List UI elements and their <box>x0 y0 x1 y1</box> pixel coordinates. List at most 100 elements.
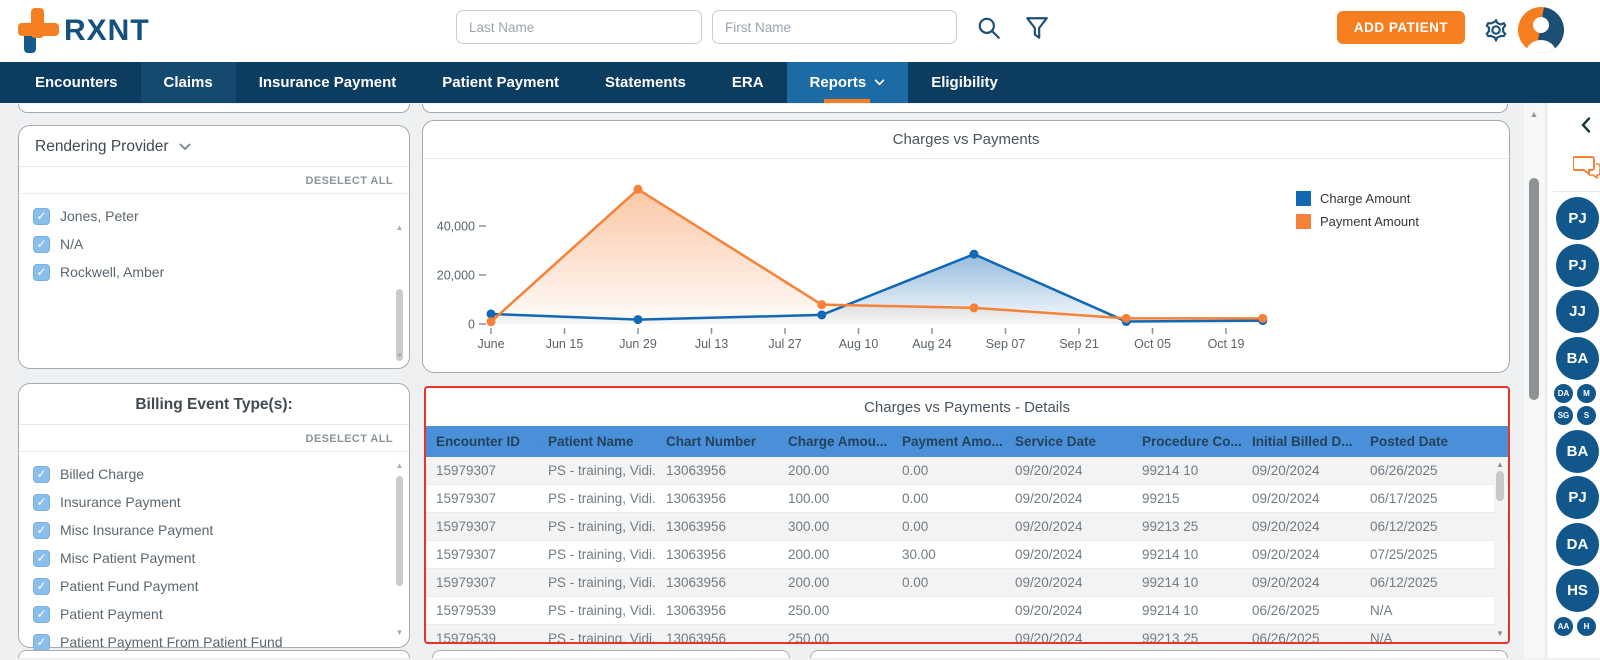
scroll-down-icon[interactable]: ▼ <box>395 352 404 360</box>
data-point-payment-amount[interactable] <box>817 300 826 309</box>
scrollbar-thumb[interactable] <box>1496 471 1504 501</box>
checkbox-checked-icon[interactable]: ✓ <box>33 494 50 511</box>
column-header-initial-billed-d[interactable]: Initial Billed D... <box>1242 434 1360 449</box>
table-cell: 200.00 <box>778 547 892 562</box>
add-patient-button[interactable]: ADD PATIENT <box>1337 11 1465 44</box>
scroll-up-icon[interactable]: ▲ <box>395 462 404 470</box>
legend-label: Payment Amount <box>1320 214 1419 229</box>
data-point-payment-amount[interactable] <box>1258 314 1267 323</box>
table-row[interactable]: 15979307PS - training, Vidi...1306395620… <box>426 541 1508 569</box>
user-avatar[interactable] <box>1518 7 1564 53</box>
first-name-input[interactable] <box>712 10 957 44</box>
data-point-payment-amount[interactable] <box>634 185 643 194</box>
scroll-up-icon[interactable]: ▲ <box>1524 109 1544 119</box>
checkbox-checked-icon[interactable]: ✓ <box>33 264 50 281</box>
nav-tab-era[interactable]: ERA <box>709 62 787 103</box>
data-point-charge-amount[interactable] <box>634 315 643 324</box>
collapse-rail-chevron-left-icon[interactable] <box>1581 117 1591 133</box>
data-point-payment-amount[interactable] <box>487 317 496 326</box>
group-avatar-cluster[interactable]: AAH <box>1553 616 1600 660</box>
billing-event-option-insurance-payment[interactable]: ✓Insurance Payment <box>33 488 405 516</box>
checkbox-checked-icon[interactable]: ✓ <box>33 208 50 225</box>
legend-item-payment-amount[interactable]: Payment Amount <box>1296 214 1419 229</box>
search-icon[interactable] <box>976 15 1002 41</box>
column-header-patient-name[interactable]: Patient Name <box>538 434 656 449</box>
checkbox-checked-icon[interactable]: ✓ <box>33 578 50 595</box>
group-avatar-cluster[interactable]: DAMSGS <box>1553 383 1600 427</box>
contact-avatar-small-m[interactable]: M <box>1576 383 1597 404</box>
settings-gear-icon[interactable] <box>1482 16 1510 44</box>
contact-avatar-jj[interactable]: JJ <box>1556 290 1599 333</box>
page-scrollbar-thumb[interactable] <box>1529 178 1539 400</box>
data-point-payment-amount[interactable] <box>970 303 979 312</box>
contact-avatar-hs[interactable]: HS <box>1556 569 1599 612</box>
billing-event-option-misc-insurance-payment[interactable]: ✓Misc Insurance Payment <box>33 516 405 544</box>
scroll-up-icon[interactable]: ▲ <box>395 224 404 232</box>
checkbox-checked-icon[interactable]: ✓ <box>33 236 50 253</box>
rxnt-logo[interactable]: RXNT <box>16 8 150 54</box>
contact-avatar-ba[interactable]: BA <box>1556 337 1599 380</box>
nav-tab-statements[interactable]: Statements <box>582 62 709 103</box>
column-header-encounter-id[interactable]: Encounter ID▲ <box>426 434 538 449</box>
table-cell: 09/20/2024 <box>1005 491 1132 506</box>
contact-avatar-pj[interactable]: PJ <box>1556 476 1599 519</box>
filter-icon[interactable] <box>1024 15 1050 41</box>
nav-tab-claims[interactable]: Claims <box>141 62 236 103</box>
checkbox-checked-icon[interactable]: ✓ <box>33 522 50 539</box>
checkbox-checked-icon[interactable]: ✓ <box>33 634 50 651</box>
rendering-provider-header[interactable]: Rendering Provider <box>19 126 409 167</box>
contact-avatar-small-sg[interactable]: SG <box>1553 405 1574 426</box>
data-point-charge-amount[interactable] <box>970 250 979 259</box>
contact-avatar-small-s[interactable]: S <box>1576 405 1597 426</box>
provider-option-jones-peter[interactable]: ✓Jones, Peter <box>33 202 405 230</box>
legend-item-charge-amount[interactable]: Charge Amount <box>1296 191 1419 206</box>
table-cell: 13063956 <box>656 575 778 590</box>
nav-tab-insurance-payment[interactable]: Insurance Payment <box>236 62 420 103</box>
nav-tab-reports[interactable]: Reports <box>787 62 909 103</box>
table-row[interactable]: 15979539PS - training, Vidi...1306395625… <box>426 597 1508 625</box>
contact-avatar-small-aa[interactable]: AA <box>1553 616 1574 637</box>
nav-tab-encounters[interactable]: Encounters <box>12 62 141 103</box>
checkbox-label: Patient Fund Payment <box>60 578 199 594</box>
contact-avatar-small-da[interactable]: DA <box>1553 383 1574 404</box>
column-header-procedure-co[interactable]: Procedure Co... <box>1132 434 1242 449</box>
nav-tab-eligibility[interactable]: Eligibility <box>908 62 1021 103</box>
nav-tab-patient-payment[interactable]: Patient Payment <box>419 62 582 103</box>
column-header-service-date[interactable]: Service Date <box>1005 434 1132 449</box>
deselect-all-billing-events[interactable]: DESELECT ALL <box>305 433 393 445</box>
table-row[interactable]: 15979539PS - training, Vidi...1306395625… <box>426 625 1508 644</box>
data-point-charge-amount[interactable] <box>817 310 826 319</box>
checkbox-checked-icon[interactable]: ✓ <box>33 550 50 567</box>
column-header-posted-date[interactable]: Posted Date <box>1360 434 1470 449</box>
provider-option-rockwell-amber[interactable]: ✓Rockwell, Amber <box>33 258 405 286</box>
data-point-charge-amount[interactable] <box>487 309 496 318</box>
data-point-payment-amount[interactable] <box>1122 314 1131 323</box>
table-row[interactable]: 15979307PS - training, Vidi...1306395610… <box>426 485 1508 513</box>
checkbox-checked-icon[interactable]: ✓ <box>33 466 50 483</box>
column-header-charge-amou[interactable]: Charge Amou... <box>778 434 892 449</box>
deselect-all-providers[interactable]: DESELECT ALL <box>305 175 393 187</box>
provider-option-n-a[interactable]: ✓N/A <box>33 230 405 258</box>
last-name-input[interactable] <box>456 10 702 44</box>
billing-event-option-patient-payment[interactable]: ✓Patient Payment <box>33 600 405 628</box>
scroll-down-icon[interactable]: ▼ <box>1494 629 1506 639</box>
chat-bubbles-icon[interactable] <box>1573 155 1600 181</box>
billing-event-option-misc-patient-payment[interactable]: ✓Misc Patient Payment <box>33 544 405 572</box>
column-header-payment-amo[interactable]: Payment Amo... <box>892 434 1005 449</box>
checkbox-checked-icon[interactable]: ✓ <box>33 606 50 623</box>
scroll-up-icon[interactable]: ▲ <box>1494 460 1506 470</box>
billing-event-option-billed-charge[interactable]: ✓Billed Charge <box>33 460 405 488</box>
contact-avatar-pj[interactable]: PJ <box>1556 244 1599 287</box>
contact-avatar-ba[interactable]: BA <box>1556 430 1599 473</box>
contact-avatar-pj[interactable]: PJ <box>1556 197 1599 240</box>
column-header-chart-number[interactable]: Chart Number <box>656 434 778 449</box>
scrollbar-thumb[interactable] <box>396 476 403 586</box>
billing-event-option-patient-fund-payment[interactable]: ✓ Patient Fund Payment <box>33 572 405 600</box>
scroll-down-icon[interactable]: ▼ <box>395 629 404 637</box>
contact-avatar-small-h[interactable]: H <box>1576 616 1597 637</box>
table-row[interactable]: 15979307PS - training, Vidi...1306395620… <box>426 569 1508 597</box>
table-row[interactable]: 15979307PS - training, Vidi...1306395630… <box>426 513 1508 541</box>
table-cell: 06/17/2025 <box>1360 491 1470 506</box>
table-row[interactable]: 15979307PS - training, Vidi...1306395620… <box>426 457 1508 485</box>
contact-avatar-da[interactable]: DA <box>1556 523 1599 566</box>
